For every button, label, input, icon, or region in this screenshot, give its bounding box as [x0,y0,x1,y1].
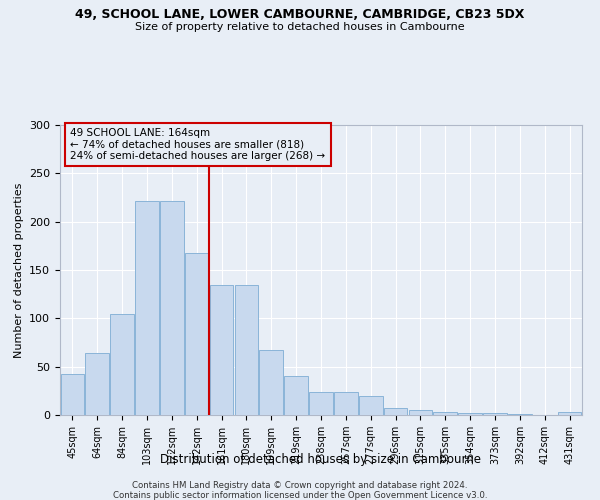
Bar [85,353,109,415]
Bar [135,202,159,415]
Y-axis label: Number of detached properties: Number of detached properties [14,182,23,358]
Text: 49, SCHOOL LANE, LOWER CAMBOURNE, CAMBRIDGE, CB23 5DX: 49, SCHOOL LANE, LOWER CAMBOURNE, CAMBRI… [76,8,524,20]
Bar [309,392,333,415]
Bar [334,392,358,415]
Bar [210,284,233,415]
Bar [558,412,581,415]
Bar [160,202,184,415]
Text: Distribution of detached houses by size in Cambourne: Distribution of detached houses by size … [161,452,482,466]
Bar [110,314,134,415]
Bar [259,350,283,415]
Bar [284,376,308,415]
Bar [483,413,507,415]
Bar [359,396,383,415]
Bar [384,408,407,415]
Bar [433,412,457,415]
Text: Contains HM Land Registry data © Crown copyright and database right 2024.: Contains HM Land Registry data © Crown c… [132,481,468,490]
Text: Size of property relative to detached houses in Cambourne: Size of property relative to detached ho… [135,22,465,32]
Bar [508,414,532,415]
Bar [185,252,209,415]
Bar [409,410,432,415]
Text: 49 SCHOOL LANE: 164sqm
← 74% of detached houses are smaller (818)
24% of semi-de: 49 SCHOOL LANE: 164sqm ← 74% of detached… [70,128,326,161]
Bar [61,374,84,415]
Bar [458,413,482,415]
Bar [235,284,258,415]
Text: Contains public sector information licensed under the Open Government Licence v3: Contains public sector information licen… [113,491,487,500]
